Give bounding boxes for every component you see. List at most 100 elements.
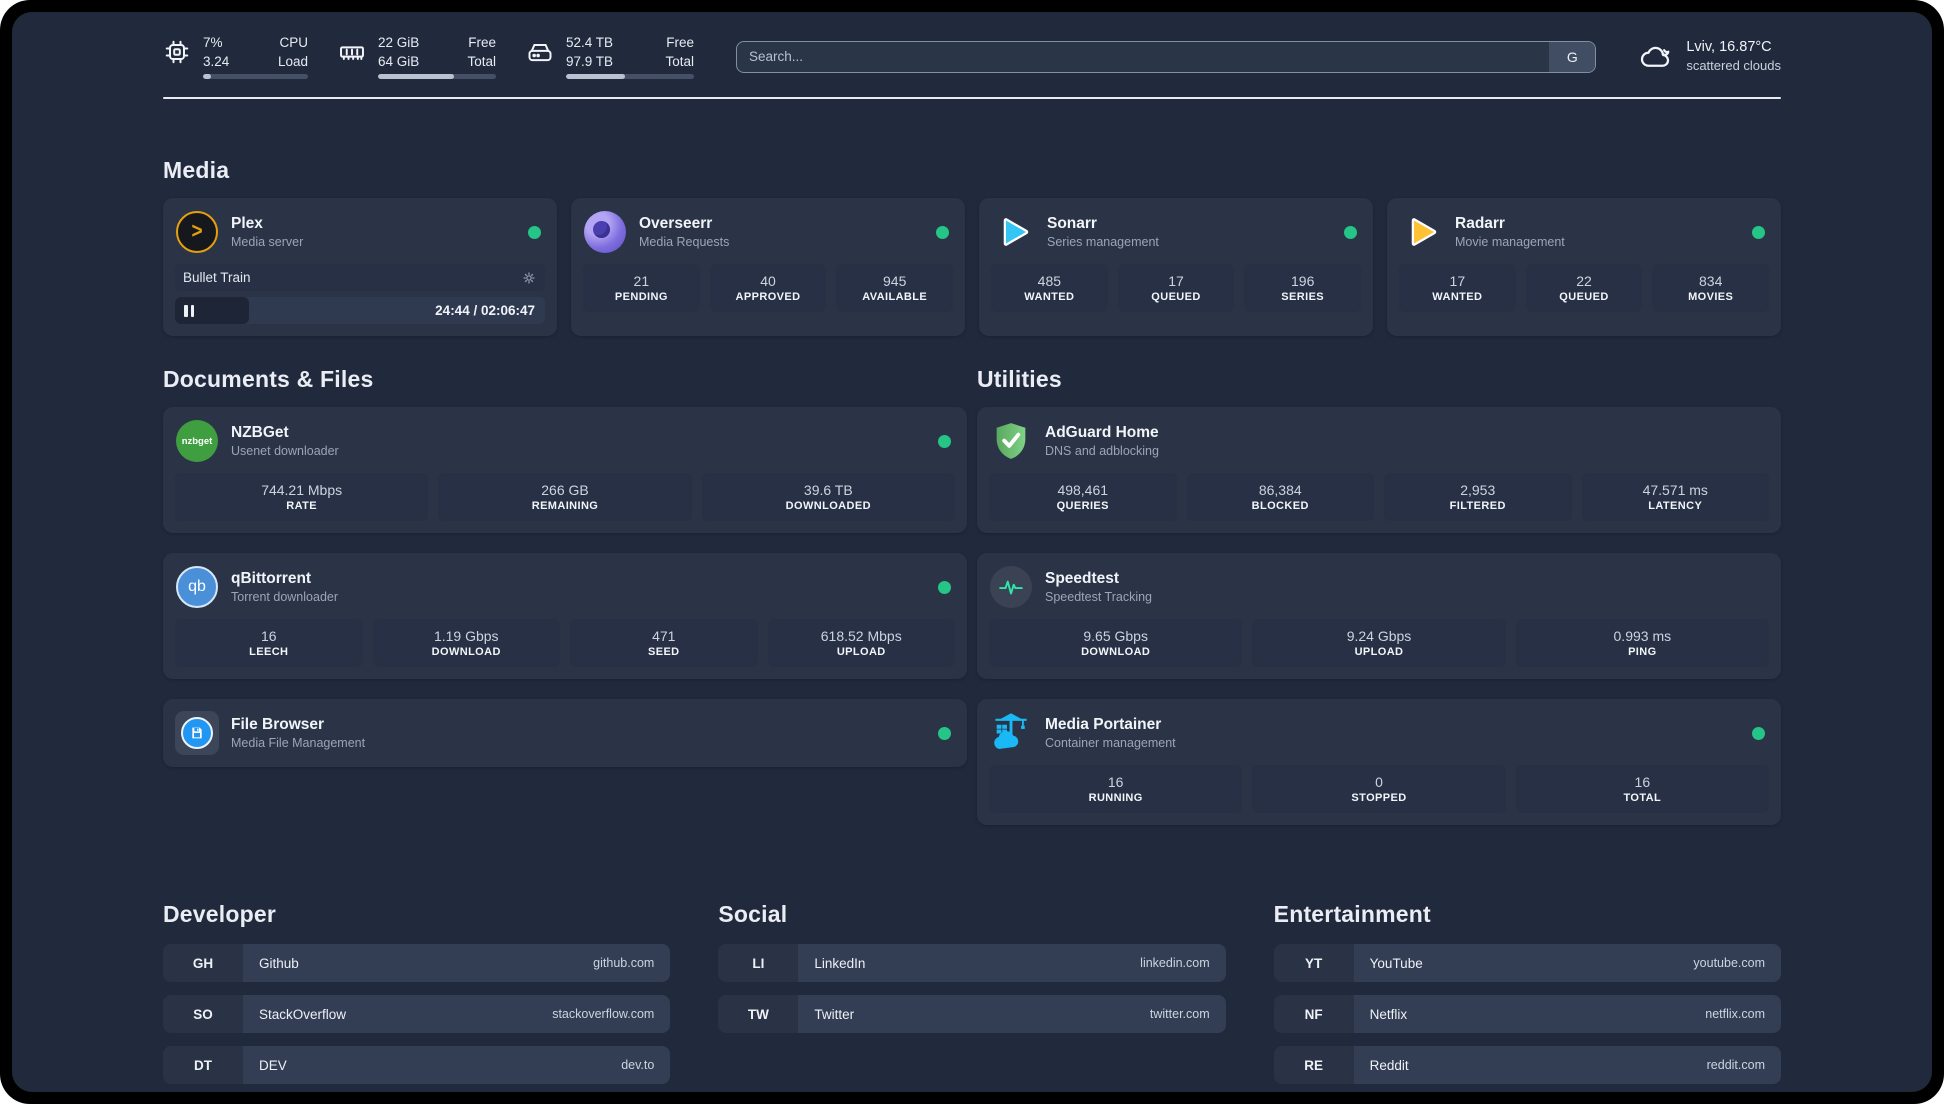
app-name: File Browser xyxy=(231,716,325,734)
developer-column: Developer GH Github github.com SO StackO… xyxy=(163,901,671,1085)
bookmark-reddit[interactable]: RE Reddit reddit.com xyxy=(1273,1046,1781,1085)
bookmark-stackoverflow[interactable]: SO StackOverflow stackoverflow.com xyxy=(163,995,671,1034)
stat-tile: 1.19 Gbps DOWNLOAD xyxy=(372,619,560,668)
weather-widget: Lviv, 16.87°C scattered clouds xyxy=(1638,38,1781,74)
stat-tile: 17 QUEUED xyxy=(1117,264,1235,313)
bookmark-abbr: TW xyxy=(718,995,799,1034)
cloud-icon xyxy=(1638,42,1674,72)
app-card-filebrowser[interactable]: File Browser Media File Management xyxy=(163,699,967,768)
app-desc: Container management xyxy=(1045,736,1176,751)
settings-icon[interactable] xyxy=(521,270,537,286)
qbittorrent-icon: qb xyxy=(175,565,219,609)
bookmark-abbr: SO xyxy=(163,995,243,1034)
stat-tile: 9.24 Gbps UPLOAD xyxy=(1252,619,1506,668)
app-card-adguard[interactable]: AdGuard Home DNS and adblocking 498,461 … xyxy=(977,407,1781,534)
utilities-column: Utilities xyxy=(977,366,1781,845)
bookmark-url: twitter.com xyxy=(1149,1007,1210,1022)
bookmark-url: linkedin.com xyxy=(1140,956,1210,971)
stat-tile: 9.65 Gbps DOWNLOAD xyxy=(989,619,1243,668)
stat-tile: 0.993 ms PING xyxy=(1515,619,1769,668)
disk-total: 97.9 TB xyxy=(566,53,614,69)
bookmark-netflix[interactable]: NF Netflix netflix.com xyxy=(1273,995,1781,1034)
app-card-nzbget[interactable]: nzbget NZBGet Usenet downloader 744.21 M… xyxy=(163,407,967,534)
stat-tile: 2,953 FILTERED xyxy=(1384,473,1572,522)
section-title-utilities: Utilities xyxy=(977,366,1062,393)
playback-progress-bar[interactable]: 24:44 / 02:06:47 xyxy=(175,297,545,325)
app-desc: DNS and adblocking xyxy=(1045,444,1159,459)
cpu-icon xyxy=(163,38,191,66)
stat-tile: 498,461 QUERIES xyxy=(989,473,1177,522)
ram-total: 64 GiB xyxy=(378,53,420,69)
weather-condition: scattered clouds xyxy=(1686,57,1781,73)
bookmark-abbr: GH xyxy=(163,944,243,983)
section-title-developer: Developer xyxy=(163,901,277,928)
media-grid: > Plex Media server Bullet Train xyxy=(163,198,1781,337)
stat-tile: 86,384 BLOCKED xyxy=(1186,473,1374,522)
bookmark-url: github.com xyxy=(593,956,655,971)
app-name: NZBGet xyxy=(231,424,289,442)
stat-tile: 618.52 Mbps UPLOAD xyxy=(767,619,955,668)
app-name: Radarr xyxy=(1455,215,1505,233)
bookmark-abbr: NF xyxy=(1273,995,1354,1034)
cpu-progress-bar xyxy=(203,74,308,80)
stat-tile: 22 QUEUED xyxy=(1525,264,1643,313)
disk-icon xyxy=(526,38,554,66)
bookmark-abbr: YT xyxy=(1273,944,1354,983)
stat-tile: 485 WANTED xyxy=(991,264,1108,313)
search-input[interactable] xyxy=(736,40,1597,73)
bookmark-linkedin[interactable]: LI LinkedIn linkedin.com xyxy=(718,944,1226,983)
stat-tile: 16 RUNNING xyxy=(989,765,1243,814)
pause-icon[interactable] xyxy=(184,304,194,317)
stat-tile: 196 SERIES xyxy=(1244,264,1362,313)
ram-total-label: Total xyxy=(467,53,496,69)
disk-stat: 52.4 TB Free 97.9 TB Total xyxy=(526,34,694,80)
bookmark-twitter[interactable]: TW Twitter twitter.com xyxy=(718,995,1226,1034)
app-card-speedtest[interactable]: Speedtest Speedtest Tracking 9.65 Gbps D… xyxy=(977,553,1781,680)
playback-time: 24:44 / 02:06:47 xyxy=(435,303,535,319)
app-card-portainer[interactable]: Media Portainer Container management 16 … xyxy=(977,699,1781,826)
bookmark-abbr: LI xyxy=(718,944,799,983)
cpu-load-label: Load xyxy=(277,53,308,69)
stat-tile: 834 MOVIES xyxy=(1652,264,1770,313)
app-card-radarr[interactable]: Radarr Movie management 17 WANTED 22 QUE… xyxy=(1387,198,1781,337)
ram-progress-bar xyxy=(378,74,496,80)
ram-stat: 22 GiB Free 64 GiB Total xyxy=(338,34,496,80)
status-dot xyxy=(1752,726,1765,740)
app-desc: Speedtest Tracking xyxy=(1045,590,1153,605)
bookmark-dev[interactable]: DT DEV dev.to xyxy=(163,1046,671,1085)
app-name: Sonarr xyxy=(1047,215,1097,233)
bookmark-github[interactable]: GH Github github.com xyxy=(163,944,671,983)
app-card-plex[interactable]: > Plex Media server Bullet Train xyxy=(163,198,557,337)
bookmark-name: Netflix xyxy=(1369,1006,1408,1022)
stat-tile: 744.21 Mbps RATE xyxy=(175,473,429,522)
app-card-qbittorrent[interactable]: qb qBittorrent Torrent downloader 16 LEE… xyxy=(163,553,967,680)
cpu-usage: 7% xyxy=(203,35,223,50)
section-title-documents: Documents & Files xyxy=(163,366,374,393)
bookmark-name: Twitter xyxy=(814,1006,855,1022)
sonarr-icon xyxy=(991,210,1035,254)
bookmark-youtube[interactable]: YT YouTube youtube.com xyxy=(1273,944,1781,983)
cpu-label: CPU xyxy=(279,35,308,50)
app-card-sonarr[interactable]: Sonarr Series management 485 WANTED 17 Q… xyxy=(979,198,1373,337)
search-bar: G xyxy=(736,40,1597,73)
stat-tile: 16 TOTAL xyxy=(1515,765,1769,814)
nzbget-icon: nzbget xyxy=(175,419,219,463)
app-name: AdGuard Home xyxy=(1045,424,1159,442)
search-engine-button[interactable]: G xyxy=(1549,41,1596,72)
status-dot xyxy=(1752,225,1765,239)
documents-column: Documents & Files nzbget NZBGet Usenet d… xyxy=(163,366,967,845)
filebrowser-icon xyxy=(175,711,219,756)
disk-total-label: Total xyxy=(665,53,694,69)
app-name: Speedtest xyxy=(1045,570,1120,588)
bookmark-abbr: RE xyxy=(1273,1046,1354,1085)
app-name: Media Portainer xyxy=(1045,716,1162,734)
bookmark-url: stackoverflow.com xyxy=(552,1007,655,1022)
app-desc: Media File Management xyxy=(231,736,366,751)
app-desc: Usenet downloader xyxy=(231,444,339,459)
app-card-overseerr[interactable]: Overseerr Media Requests 21 PENDING 40 A… xyxy=(571,198,965,337)
bookmark-url: youtube.com xyxy=(1693,956,1765,971)
now-playing-title: Bullet Train xyxy=(183,270,251,286)
app-name: qBittorrent xyxy=(231,570,312,588)
section-title-entertainment: Entertainment xyxy=(1273,901,1431,928)
status-dot xyxy=(1344,225,1357,239)
